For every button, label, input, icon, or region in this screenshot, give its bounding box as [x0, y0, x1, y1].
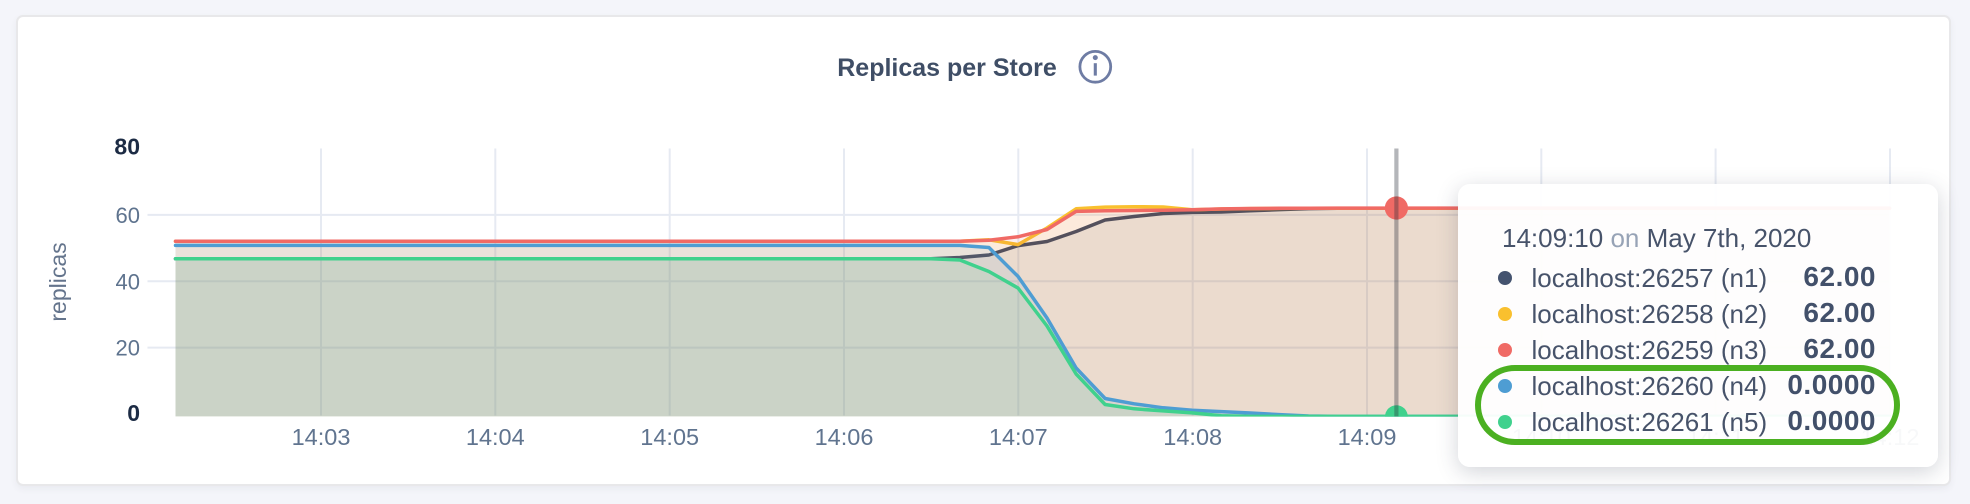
- svg-text:14:07: 14:07: [989, 424, 1048, 450]
- svg-text:60: 60: [116, 203, 140, 228]
- svg-text:14:05: 14:05: [640, 424, 699, 450]
- svg-text:40: 40: [116, 269, 140, 294]
- svg-text:14:04: 14:04: [466, 424, 525, 450]
- svg-text:80: 80: [114, 134, 140, 160]
- svg-text:replicas: replicas: [45, 242, 71, 321]
- svg-text:20: 20: [116, 336, 140, 361]
- svg-text:14:08: 14:08: [1163, 424, 1222, 450]
- svg-text:0: 0: [127, 400, 140, 426]
- svg-text:14:03: 14:03: [292, 424, 351, 450]
- svg-text:14:09: 14:09: [1338, 424, 1397, 450]
- svg-text:14:06: 14:06: [815, 424, 874, 450]
- svg-text:Replicas per Store: Replicas per Store: [837, 54, 1057, 82]
